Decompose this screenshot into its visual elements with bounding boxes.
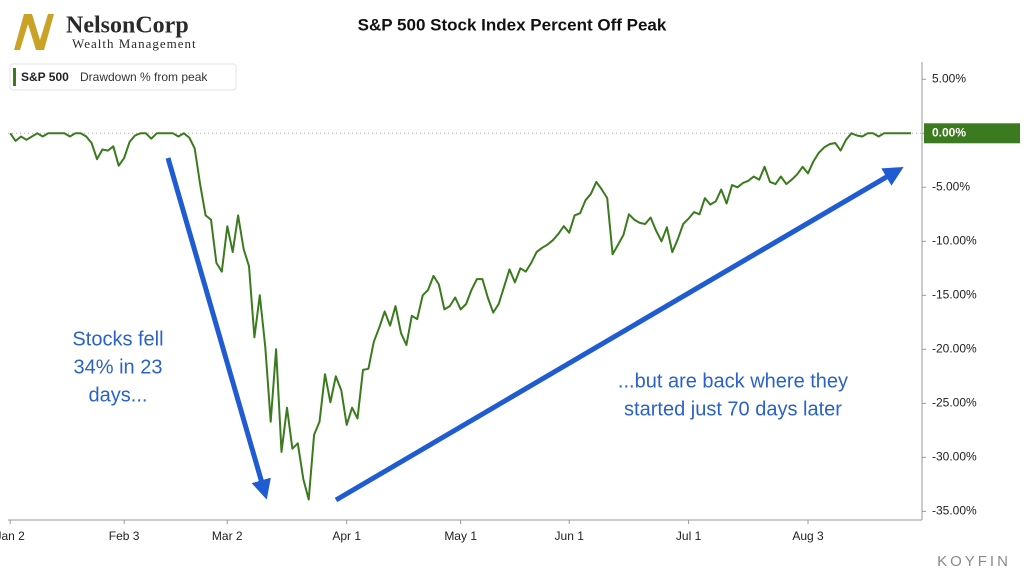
- y-tick-label: -10.00%: [932, 233, 977, 247]
- y-tick-label: -35.00%: [932, 504, 977, 518]
- x-tick-label: Apr 1: [332, 529, 361, 543]
- logo: NelsonCorp Wealth Management: [14, 13, 197, 51]
- end-label: 0.00%: [932, 125, 966, 139]
- y-tick-label: -20.00%: [932, 342, 977, 356]
- x-tick-label: Aug 3: [792, 529, 824, 543]
- y-tick-label: -5.00%: [932, 179, 970, 193]
- legend: [9, 63, 237, 91]
- y-tick-label: 5.00%: [932, 71, 966, 85]
- brand: KOYFIN: [937, 553, 1011, 570]
- annotation: days...: [89, 384, 148, 406]
- chart-title: S&P 500 Stock Index Percent Off Peak: [358, 15, 667, 34]
- y-tick-label: -30.00%: [932, 450, 977, 464]
- y-tick-label: -15.00%: [932, 287, 977, 301]
- legend-swatch: [13, 68, 16, 86]
- x-tick-label: May 1: [444, 529, 477, 543]
- annotation: Stocks fell: [72, 328, 163, 350]
- annotation: 34% in 23: [74, 356, 163, 378]
- line-series: [9, 132, 912, 501]
- y-tick-label: -25.00%: [932, 396, 977, 410]
- arrow: [334, 166, 904, 503]
- annotation: ...but are back where they: [618, 370, 848, 392]
- logo-name: NelsonCorp: [66, 13, 189, 39]
- x-tick-label: Jun 1: [555, 529, 585, 543]
- x-tick-label: Jan 2: [0, 529, 25, 543]
- x-tick-label: Feb 3: [109, 529, 140, 543]
- logo-mark: [14, 14, 54, 50]
- logo-tagline: Wealth Management: [72, 36, 197, 51]
- x-tick-label: Mar 2: [212, 529, 243, 543]
- end-label-box: [924, 123, 1020, 144]
- legend-description: Drawdown % from peak: [80, 70, 208, 84]
- arrow: [165, 157, 271, 500]
- legend-name: S&P 500: [21, 70, 69, 84]
- x-tick-label: Jul 1: [676, 529, 702, 543]
- annotation: started just 70 days later: [624, 398, 842, 420]
